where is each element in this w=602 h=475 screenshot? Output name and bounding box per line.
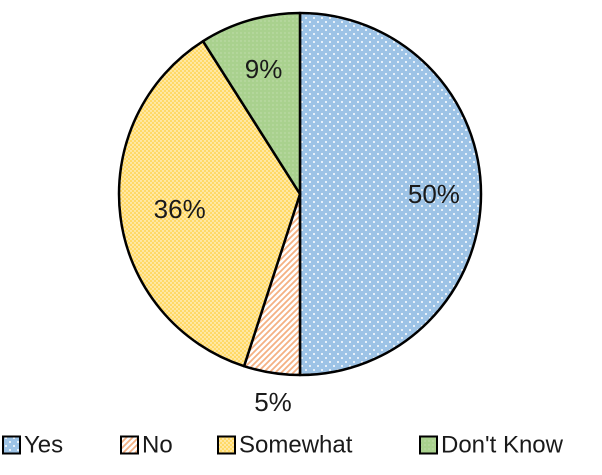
legend-item-no: No xyxy=(120,432,173,459)
legend-item-yes: Yes xyxy=(2,432,63,459)
legend-item-somewhat: Somewhat xyxy=(217,432,353,459)
data-label-somewhat: 36% xyxy=(154,194,206,224)
data-label-yes: 50% xyxy=(408,179,460,209)
legend-swatch-dont-know xyxy=(419,435,438,455)
legend-swatch-no xyxy=(120,435,139,455)
pie-slice-dont-know xyxy=(201,11,302,196)
pie-slices xyxy=(117,11,483,377)
pie-slice-somewhat xyxy=(117,39,302,368)
legend-swatch-somewhat xyxy=(217,435,236,455)
pie-data-labels: 50% 5% 36% 9% xyxy=(154,54,460,417)
chart-legend: Yes No Somewhat Don't Know xyxy=(2,432,564,459)
legend-label-dont-know: Don't Know xyxy=(441,432,564,459)
legend-item-dont-know: Don't Know xyxy=(419,432,564,459)
data-label-no: 5% xyxy=(254,387,292,417)
data-label-dont-know: 9% xyxy=(245,54,283,84)
pie-slice-yes xyxy=(298,11,483,377)
legend-label-yes: Yes xyxy=(24,432,63,459)
legend-swatch-yes xyxy=(2,435,21,455)
legend-label-no: No xyxy=(142,432,173,459)
legend-label-somewhat: Somewhat xyxy=(239,432,353,459)
